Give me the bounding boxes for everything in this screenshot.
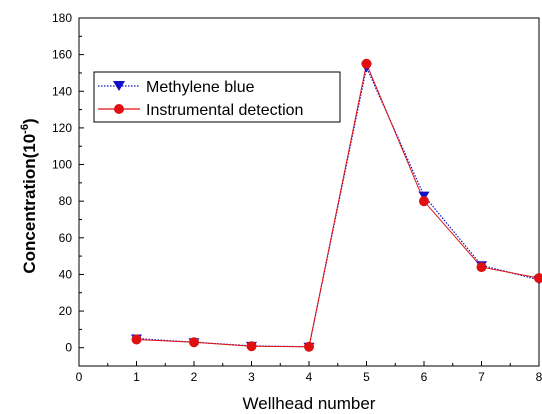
data-point-instrumental-detection [131, 334, 142, 345]
x-tick-label: 1 [133, 370, 140, 384]
y-tick-label: 80 [59, 194, 73, 208]
legend-label-methylene-blue: Methylene blue [146, 79, 255, 96]
data-point-instrumental-detection [304, 341, 314, 352]
y-axis-title-superscript: -6 [19, 124, 31, 134]
legend-swatch-methylene-blue-marker [113, 81, 125, 91]
y-tick-label: 20 [59, 304, 73, 318]
y-axis-title-suffix: ) [20, 118, 39, 124]
y-axis-title-group: Concentration(10-6) [19, 118, 39, 273]
y-tick-label: 120 [52, 121, 72, 135]
y-tick-label: 160 [52, 48, 72, 62]
x-tick-label: 6 [421, 370, 428, 384]
legend-box [93, 71, 341, 123]
y-tick-label: 180 [52, 11, 72, 25]
data-point-instrumental-detection [246, 341, 257, 352]
y-axis-title: Concentration(10-6) [19, 118, 39, 273]
y-tick-label: 100 [52, 158, 72, 172]
x-tick-label: 4 [306, 370, 313, 384]
y-tick-label: 40 [59, 267, 73, 281]
plot-frame [78, 17, 540, 367]
x-tick-label: 8 [536, 370, 542, 384]
x-tick-label: 7 [478, 370, 485, 384]
data-point-instrumental-detection [361, 58, 372, 69]
x-tick-label: 2 [191, 370, 198, 384]
data-point-instrumental-detection [534, 273, 542, 284]
y-axis-title-main: Concentration(10 [20, 134, 39, 274]
x-tick-label: 5 [363, 370, 370, 384]
data-point-instrumental-detection [476, 262, 487, 273]
legend: Methylene blue Instrumental detection [93, 71, 341, 123]
series-layer [131, 58, 542, 352]
series-line-instrumental-detection [136, 62, 540, 348]
y-tick-label: 0 [65, 341, 72, 355]
legend-swatch-instrumental-detection-marker [114, 104, 124, 114]
data-point-instrumental-detection [419, 196, 429, 207]
plot-area [78, 17, 540, 367]
data-point-instrumental-detection [189, 337, 199, 348]
x-tick-label: 0 [76, 370, 83, 384]
y-tick-label: 140 [52, 84, 72, 98]
x-axis-title: Wellhead number [243, 394, 376, 413]
legend-label-instrumental-detection: Instrumental detection [146, 102, 303, 119]
y-axis: 0 20 40 60 80 100 120 140 160 180 [52, 11, 84, 355]
y-tick-label: 60 [59, 231, 73, 245]
x-axis: 0 1 2 3 4 5 6 7 8 [76, 361, 542, 384]
x-tick-label: 3 [248, 370, 255, 384]
